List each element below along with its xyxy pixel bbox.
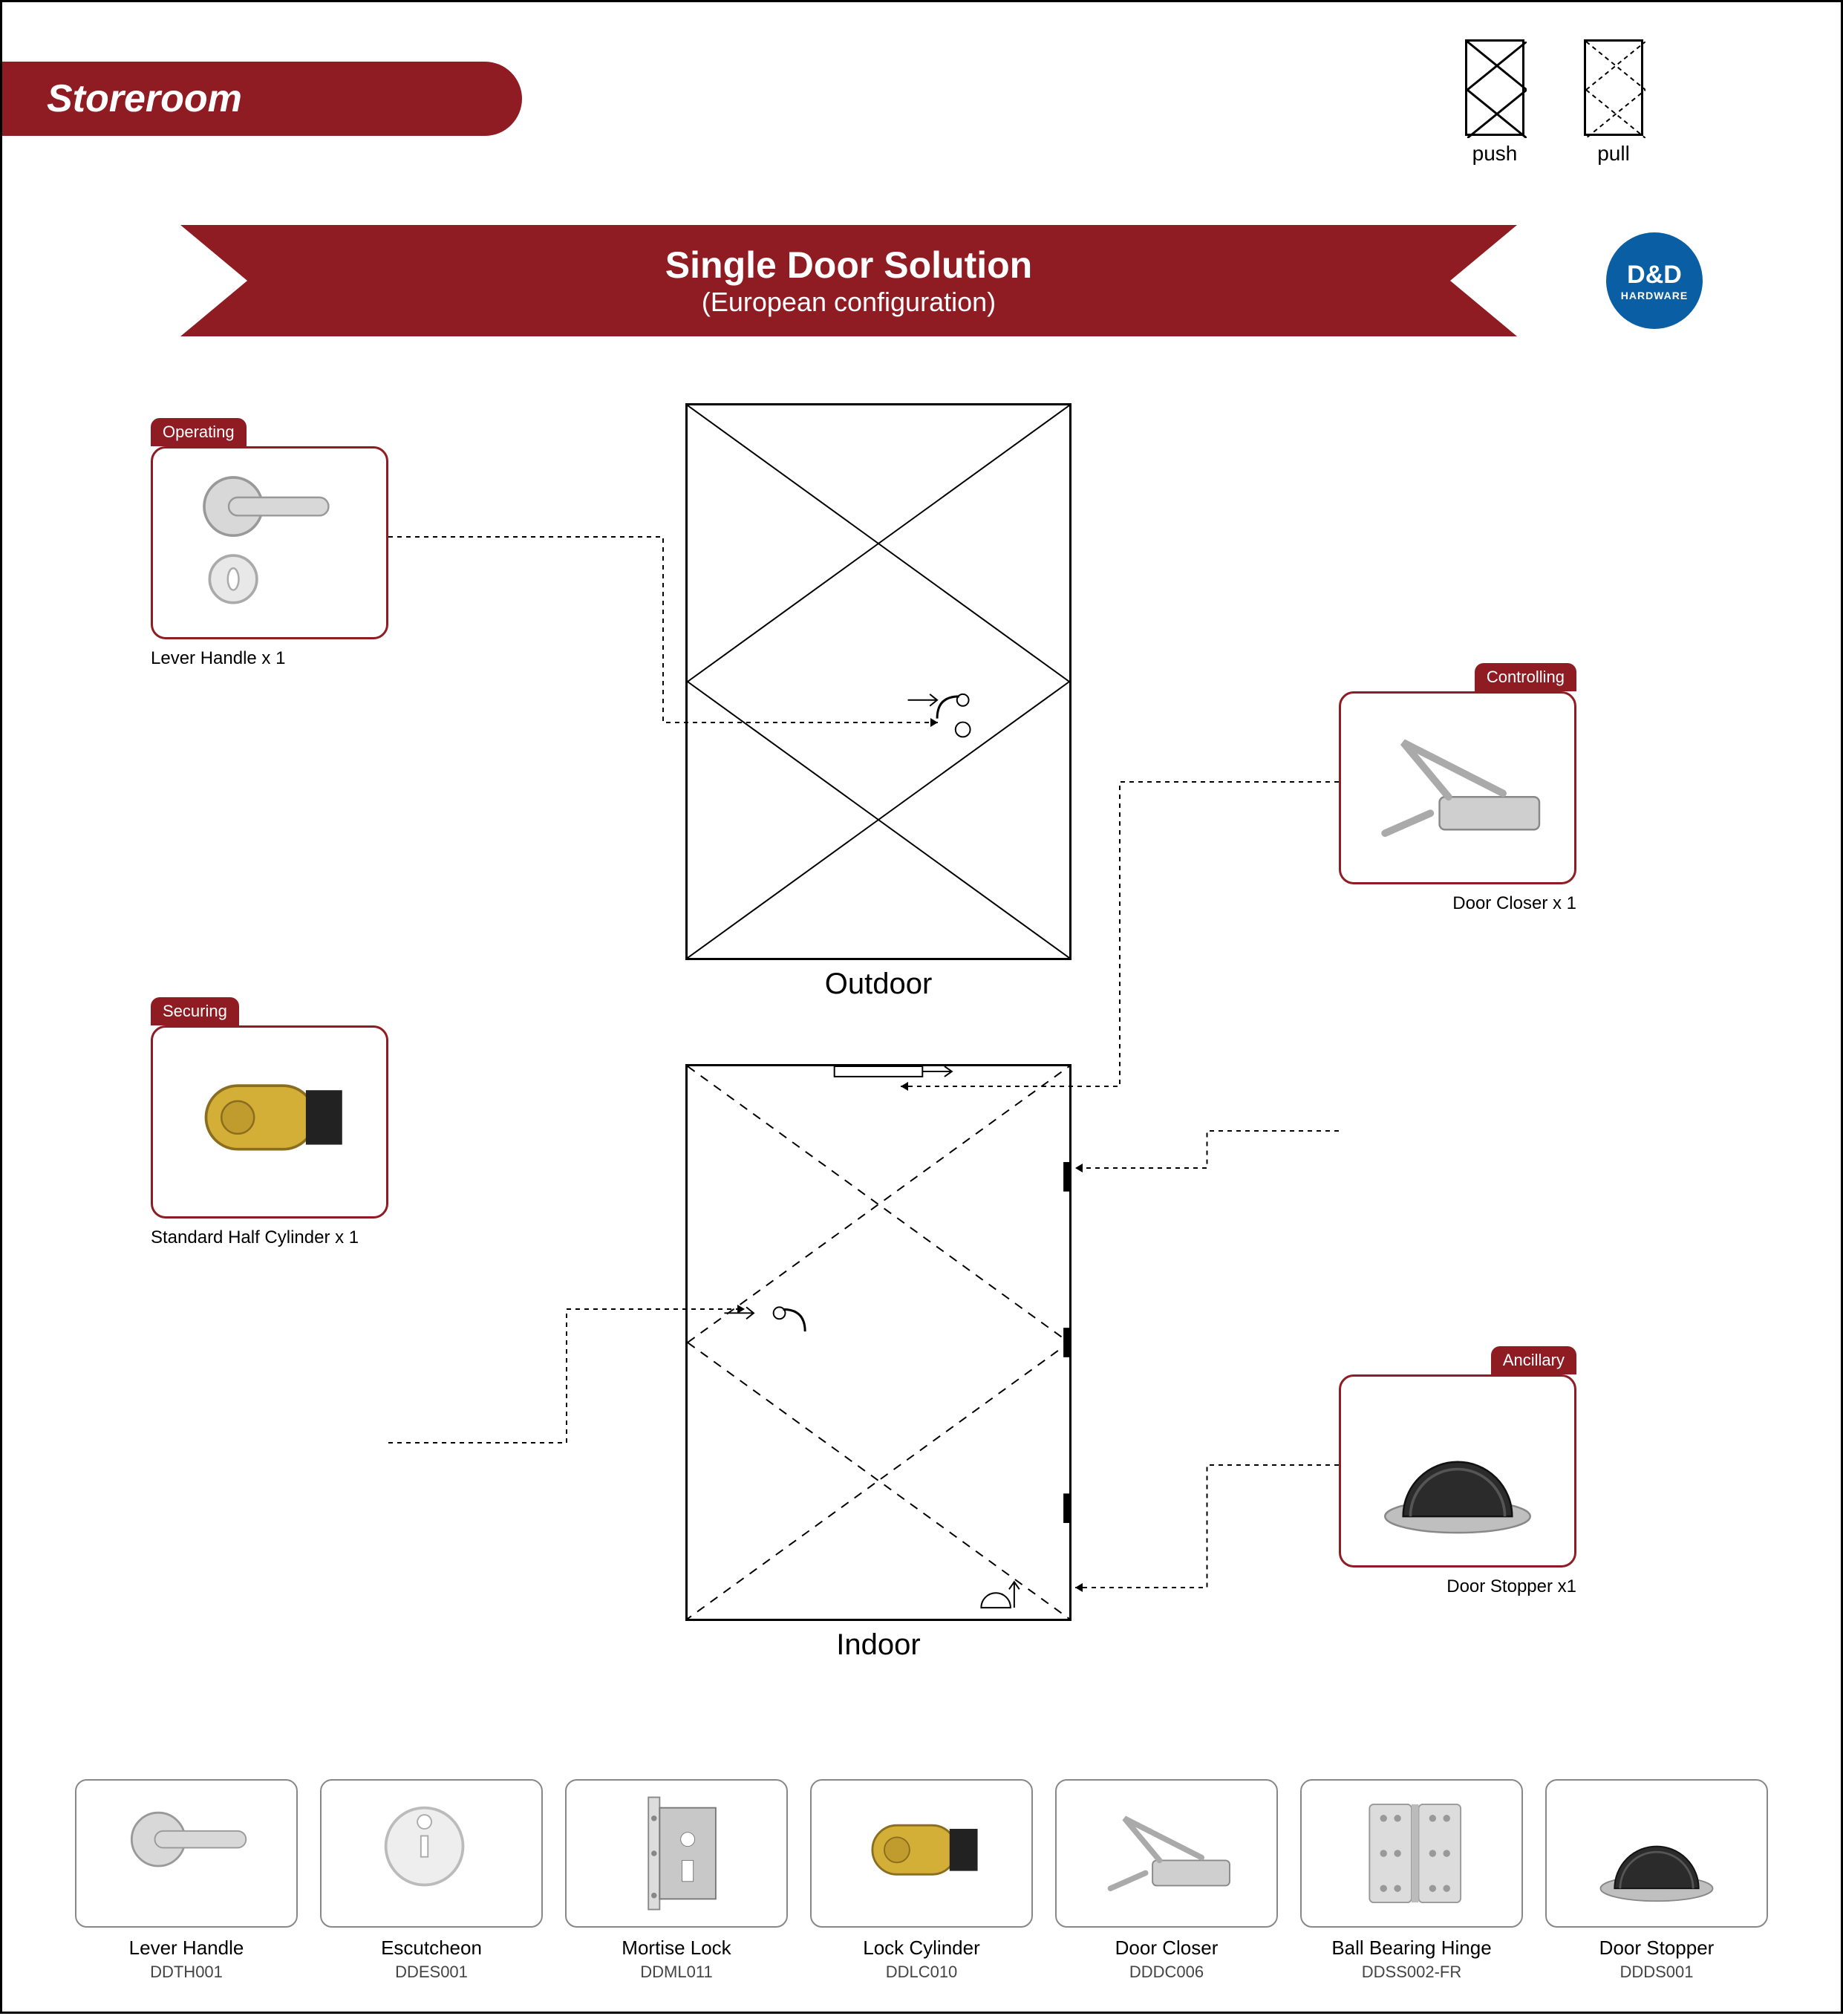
thumbnail-image xyxy=(810,1779,1033,1928)
thumbnail-code: DDML011 xyxy=(565,1963,788,1982)
thumbnail: Ball Bearing Hinge DDSS002-FR xyxy=(1300,1779,1523,1982)
pull-icon xyxy=(1584,39,1643,136)
logo-line1: D&D xyxy=(1627,261,1682,290)
thumbnail-name: Door Closer xyxy=(1055,1937,1278,1960)
card-tag: Operating xyxy=(151,418,247,446)
outdoor-label: Outdoor xyxy=(685,968,1071,1001)
thumbnail-code: DDES001 xyxy=(320,1963,543,1982)
ribbon-title: Single Door Solution xyxy=(180,244,1517,287)
card-tag: Controlling xyxy=(1475,663,1576,691)
ribbon-subtitle: (European configuration) xyxy=(180,287,1517,318)
card-caption: Lever Handle x 1 xyxy=(151,648,388,669)
logo-line2: HARDWARE xyxy=(1621,290,1688,301)
push-icon xyxy=(1465,39,1524,136)
door-indoor xyxy=(685,1064,1071,1621)
push-icon-group: push xyxy=(1465,39,1524,166)
thumbnail-name: Escutcheon xyxy=(320,1937,543,1960)
thumbnail-code: DDTH001 xyxy=(75,1963,298,1982)
card-image xyxy=(1339,691,1576,884)
thumbnail-image xyxy=(320,1779,543,1928)
thumbnail: Door Stopper DDDS001 xyxy=(1545,1779,1768,1982)
thumbnail-image xyxy=(75,1779,298,1928)
thumbnail-image xyxy=(1300,1779,1523,1928)
card-tag: Ancillary xyxy=(1491,1346,1576,1374)
thumbnail-name: Ball Bearing Hinge xyxy=(1300,1937,1523,1960)
thumbnail-image xyxy=(565,1779,788,1928)
card-image xyxy=(151,446,388,639)
thumbnail-code: DDDS001 xyxy=(1545,1963,1768,1982)
thumbnail-image xyxy=(1545,1779,1768,1928)
product-card: Securing Standard Half Cylinder x 1 xyxy=(151,997,388,1248)
header-pill: Storeroom xyxy=(2,62,522,136)
pull-icon-group: pull xyxy=(1584,39,1643,166)
header-title: Storeroom xyxy=(47,76,242,121)
indoor-label: Indoor xyxy=(685,1628,1071,1662)
thumbnail-name: Lock Cylinder xyxy=(810,1937,1033,1960)
product-card: Controlling Door Closer x 1 xyxy=(1339,663,1576,914)
thumbnail: Lever Handle DDTH001 xyxy=(75,1779,298,1982)
thumbnail-name: Lever Handle xyxy=(75,1937,298,1960)
brand-logo: D&D HARDWARE xyxy=(1606,232,1703,329)
product-card: Operating Lever Handle x 1 xyxy=(151,418,388,669)
push-label: push xyxy=(1465,142,1524,166)
card-image xyxy=(1339,1374,1576,1568)
card-image xyxy=(151,1025,388,1219)
thumbnail-code: DDSS002-FR xyxy=(1300,1963,1523,1982)
thumbnail-name: Mortise Lock xyxy=(565,1937,788,1960)
thumbnail: Mortise Lock DDML011 xyxy=(565,1779,788,1982)
thumbnail-code: DDDC006 xyxy=(1055,1963,1278,1982)
page: Storeroom push pull Single Door Solution… xyxy=(0,0,1843,2014)
title-ribbon: Single Door Solution (European configura… xyxy=(180,225,1517,336)
door-outdoor xyxy=(685,403,1071,960)
card-caption: Standard Half Cylinder x 1 xyxy=(151,1227,388,1248)
thumbnail: Door Closer DDDC006 xyxy=(1055,1779,1278,1982)
pull-label: pull xyxy=(1584,142,1643,166)
thumbnail-name: Door Stopper xyxy=(1545,1937,1768,1960)
thumbnail: Escutcheon DDES001 xyxy=(320,1779,543,1982)
thumbnail-code: DDLC010 xyxy=(810,1963,1033,1982)
thumbnail-row: Lever Handle DDTH001 Escutcheon DDES001 … xyxy=(2,1779,1841,1982)
card-tag: Securing xyxy=(151,997,239,1025)
card-caption: Door Closer x 1 xyxy=(1339,893,1576,914)
thumbnail: Lock Cylinder DDLC010 xyxy=(810,1779,1033,1982)
card-caption: Door Stopper x1 xyxy=(1339,1576,1576,1597)
thumbnail-image xyxy=(1055,1779,1278,1928)
product-card: Ancillary Door Stopper x1 xyxy=(1339,1346,1576,1597)
